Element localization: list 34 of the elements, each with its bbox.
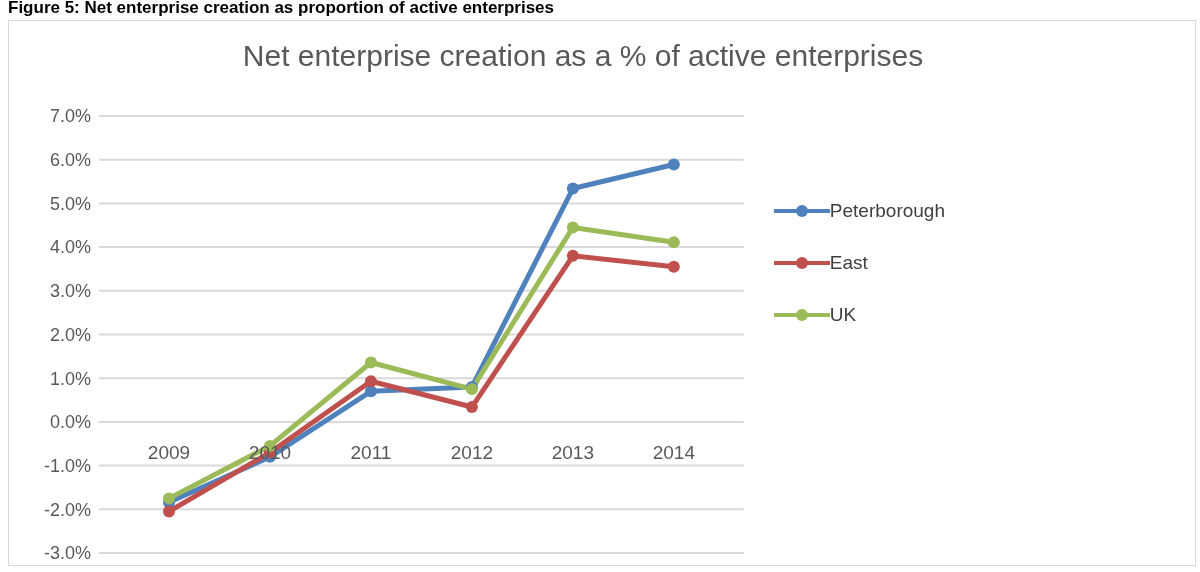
x-tick-label: 2009 (147, 442, 191, 464)
x-tick-label: 2014 (652, 442, 696, 464)
chart-title: Net enterprise creation as a % of active enterprises (241, 39, 925, 73)
point (667, 260, 680, 273)
y-tick-label: 0.0% (49, 412, 91, 433)
legend-label: UK (829, 304, 857, 326)
point (566, 249, 579, 262)
y-tick-label: -1.0% (43, 455, 91, 476)
y-tick-label: 5.0% (49, 193, 91, 214)
point (566, 221, 579, 234)
y-tick-label: -3.0% (43, 543, 91, 564)
point (364, 385, 377, 398)
y-tick-label: 4.0% (49, 237, 91, 258)
y-tick-label: 1.0% (49, 368, 91, 389)
x-tick-label: 2012 (450, 442, 494, 464)
point (163, 492, 175, 505)
point (667, 236, 680, 249)
point (364, 356, 377, 369)
point (566, 182, 579, 195)
y-tick-label: -2.0% (43, 499, 91, 520)
legend-label: East (829, 252, 868, 274)
x-tick-label: 2011 (350, 442, 392, 464)
y-tick-label: 7.0% (49, 106, 91, 127)
caption: Figure 5: Net enterprise creation as proportion of active enterprises (8, 0, 556, 19)
point (667, 158, 680, 171)
y-tick-label: 3.0% (49, 281, 91, 302)
point (163, 505, 175, 518)
point (364, 375, 377, 388)
x-tick-label: 2013 (551, 442, 595, 464)
legend-label: Peterborough (829, 200, 945, 222)
y-tick-label: 6.0% (49, 150, 91, 171)
point (465, 401, 478, 414)
y-tick-label: 2.0% (49, 324, 91, 345)
x-tick-label: 2010 (248, 442, 292, 464)
